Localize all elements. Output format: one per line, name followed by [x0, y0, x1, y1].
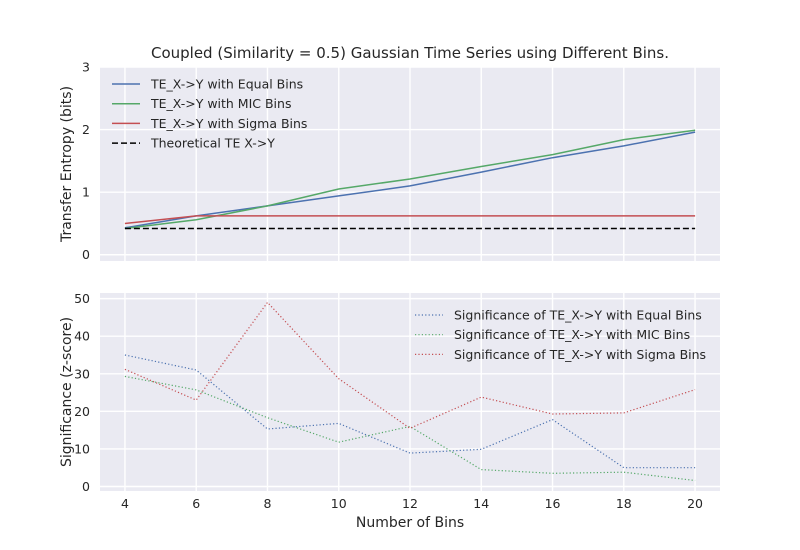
y-tick-label: 0	[82, 247, 90, 262]
chart-title: Coupled (Similarity = 0.5) Gaussian Time…	[151, 44, 669, 62]
legend-label: TE_X->Y with MIC Bins	[150, 96, 291, 111]
legend-label: TE_X->Y with Sigma Bins	[150, 116, 307, 131]
y-tick-label: 50	[74, 291, 90, 306]
y-tick-label: 40	[74, 329, 90, 344]
legend-label: TE_X->Y with Equal Bins	[150, 77, 303, 92]
legend-label: Significance of TE_X->Y with MIC Bins	[454, 327, 690, 342]
y-axis-label: Transfer Entropy (bits)	[59, 86, 75, 243]
series-line	[124, 301, 696, 429]
legend-label: Significance of TE_X->Y with Sigma Bins	[454, 347, 706, 362]
y-tick-label: 30	[74, 366, 90, 381]
y-axis-label: Significance (z-score)	[59, 317, 75, 467]
x-tick-label: 20	[687, 496, 703, 511]
series-line	[124, 215, 696, 225]
x-axis-label: Number of Bins	[356, 515, 464, 531]
y-tick-label: 0	[82, 479, 90, 494]
series-line	[124, 131, 696, 229]
series-line	[124, 129, 696, 230]
x-tick-label: 18	[616, 496, 632, 511]
top-panel: 0 1 2 3 Transfer Entropy (bits) TE_X->Y with …	[59, 60, 720, 262]
legend-label: Theoretical TE X->Y	[150, 136, 275, 151]
x-tick-label: 8	[263, 496, 271, 511]
x-tick-label: 16	[545, 496, 561, 511]
y-tick-label: 20	[74, 404, 90, 419]
x-tick-label: 6	[192, 496, 200, 511]
legend-label: Significance of TE_X->Y with Equal Bins	[454, 308, 702, 323]
x-tick-label: 12	[402, 496, 418, 511]
y-tick-label: 10	[74, 441, 90, 456]
y-tick-label: 3	[82, 60, 90, 75]
y-tick-label: 2	[82, 122, 90, 137]
x-tick-label: 4	[121, 496, 129, 511]
y-tick-label: 1	[82, 185, 90, 200]
x-tick-label: 10	[331, 496, 347, 511]
x-tick-label: 14	[473, 496, 489, 511]
